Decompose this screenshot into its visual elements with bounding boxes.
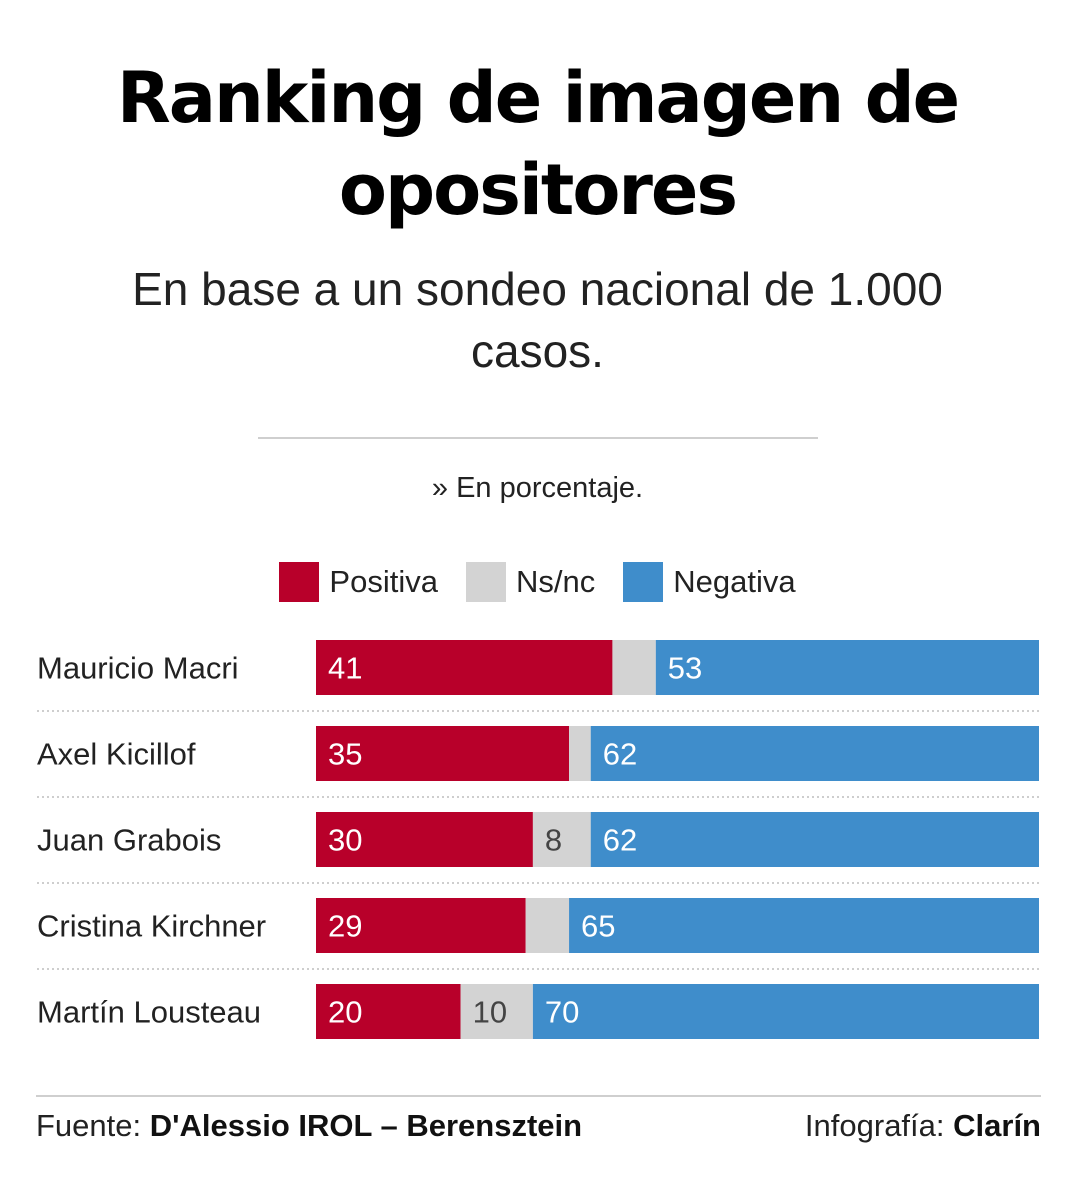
chart-title: Ranking de imagen de opositores <box>0 52 1075 236</box>
bar-cristina-kirchner-negativa <box>569 898 1039 953</box>
legend-swatch-nsnc <box>465 562 506 602</box>
legend-item-negativa: Negativa <box>623 562 796 602</box>
value-label-martin-lousteau-negativa: 70 <box>545 995 579 1030</box>
bar-juan-grabois-positiva <box>316 812 533 867</box>
bar-martin-lousteau-negativa <box>532 984 1039 1039</box>
credit-prefix: Infografía: <box>804 1108 954 1143</box>
chart-subtitle: En base a un sondeo nacional de 1.000 ca… <box>60 258 1015 382</box>
bar-cristina-kirchner-positiva <box>316 898 526 953</box>
category-label-mauricio-macri: Mauricio Macri <box>37 651 239 686</box>
value-label-martin-lousteau-positiva: 20 <box>328 995 362 1030</box>
legend-label-positiva: Positiva <box>329 564 438 599</box>
legend-swatch-positiva <box>279 562 320 602</box>
value-label-juan-grabois-nsnc: 8 <box>545 823 562 858</box>
subtitle-line-2: casos. <box>471 325 604 377</box>
legend: Positiva Ns/nc Negativa <box>0 560 1075 604</box>
footer-credit: Infografía: Clarín <box>805 1108 1041 1144</box>
value-label-mauricio-macri-negativa: 53 <box>668 651 702 686</box>
title-line-1: Ranking de imagen de <box>116 57 960 139</box>
value-label-juan-grabois-positiva: 30 <box>328 823 362 858</box>
bar-mauricio-macri-positiva <box>316 640 613 695</box>
stacked-bar-chart: Mauricio Macri 41 53 Axel Kicillof 35 62 Juan … <box>37 640 1039 1039</box>
bar-mauricio-macri-nsnc <box>612 640 656 695</box>
legend-label-nsnc: Ns/nc <box>515 564 596 599</box>
source-prefix: Fuente: <box>36 1108 150 1143</box>
value-label-axel-kicillof-positiva: 35 <box>328 737 362 772</box>
value-label-martin-lousteau-nsnc: 10 <box>473 995 507 1030</box>
bar-juan-grabois-nsnc <box>532 812 591 867</box>
source-name: D'Alessio IROL – Berensztein <box>149 1108 583 1143</box>
legend-item-positiva: Positiva <box>279 562 438 602</box>
bar-axel-kicillof-negativa <box>590 726 1039 781</box>
bar-martin-lousteau-nsnc <box>460 984 533 1039</box>
subtitle-line-1: En base a un sondeo nacional de 1.000 <box>132 263 943 315</box>
bar-juan-grabois-negativa <box>590 812 1039 867</box>
unit-note: » En porcentaje. <box>431 472 644 504</box>
header-divider <box>258 437 818 439</box>
category-label-cristina-kirchner: Cristina Kirchner <box>37 909 266 944</box>
credit-name: Clarín <box>953 1108 1041 1143</box>
category-label-juan-grabois: Juan Grabois <box>37 823 221 858</box>
title-line-2: opositores <box>338 149 738 231</box>
category-label-martin-lousteau: Martín Lousteau <box>37 995 261 1030</box>
bar-axel-kicillof-nsnc <box>569 726 591 781</box>
bar-axel-kicillof-positiva <box>316 726 570 781</box>
footer-source: Fuente: D'Alessio IROL – Berensztein <box>36 1108 582 1144</box>
value-label-cristina-kirchner-negativa: 65 <box>581 909 615 944</box>
category-label-axel-kicillof: Axel Kicillof <box>37 737 196 772</box>
footer-divider <box>36 1095 1041 1097</box>
value-label-juan-grabois-negativa: 62 <box>603 823 637 858</box>
legend-swatch-negativa <box>623 562 664 602</box>
bar-martin-lousteau-positiva <box>316 984 461 1039</box>
value-label-axel-kicillof-negativa: 62 <box>603 737 637 772</box>
value-label-mauricio-macri-positiva: 41 <box>328 651 362 686</box>
bar-cristina-kirchner-nsnc <box>525 898 570 953</box>
value-label-cristina-kirchner-positiva: 29 <box>328 909 362 944</box>
legend-item-nsnc: Ns/nc <box>465 562 596 602</box>
bar-mauricio-macri-negativa <box>655 640 1039 695</box>
legend-label-negativa: Negativa <box>673 564 796 599</box>
